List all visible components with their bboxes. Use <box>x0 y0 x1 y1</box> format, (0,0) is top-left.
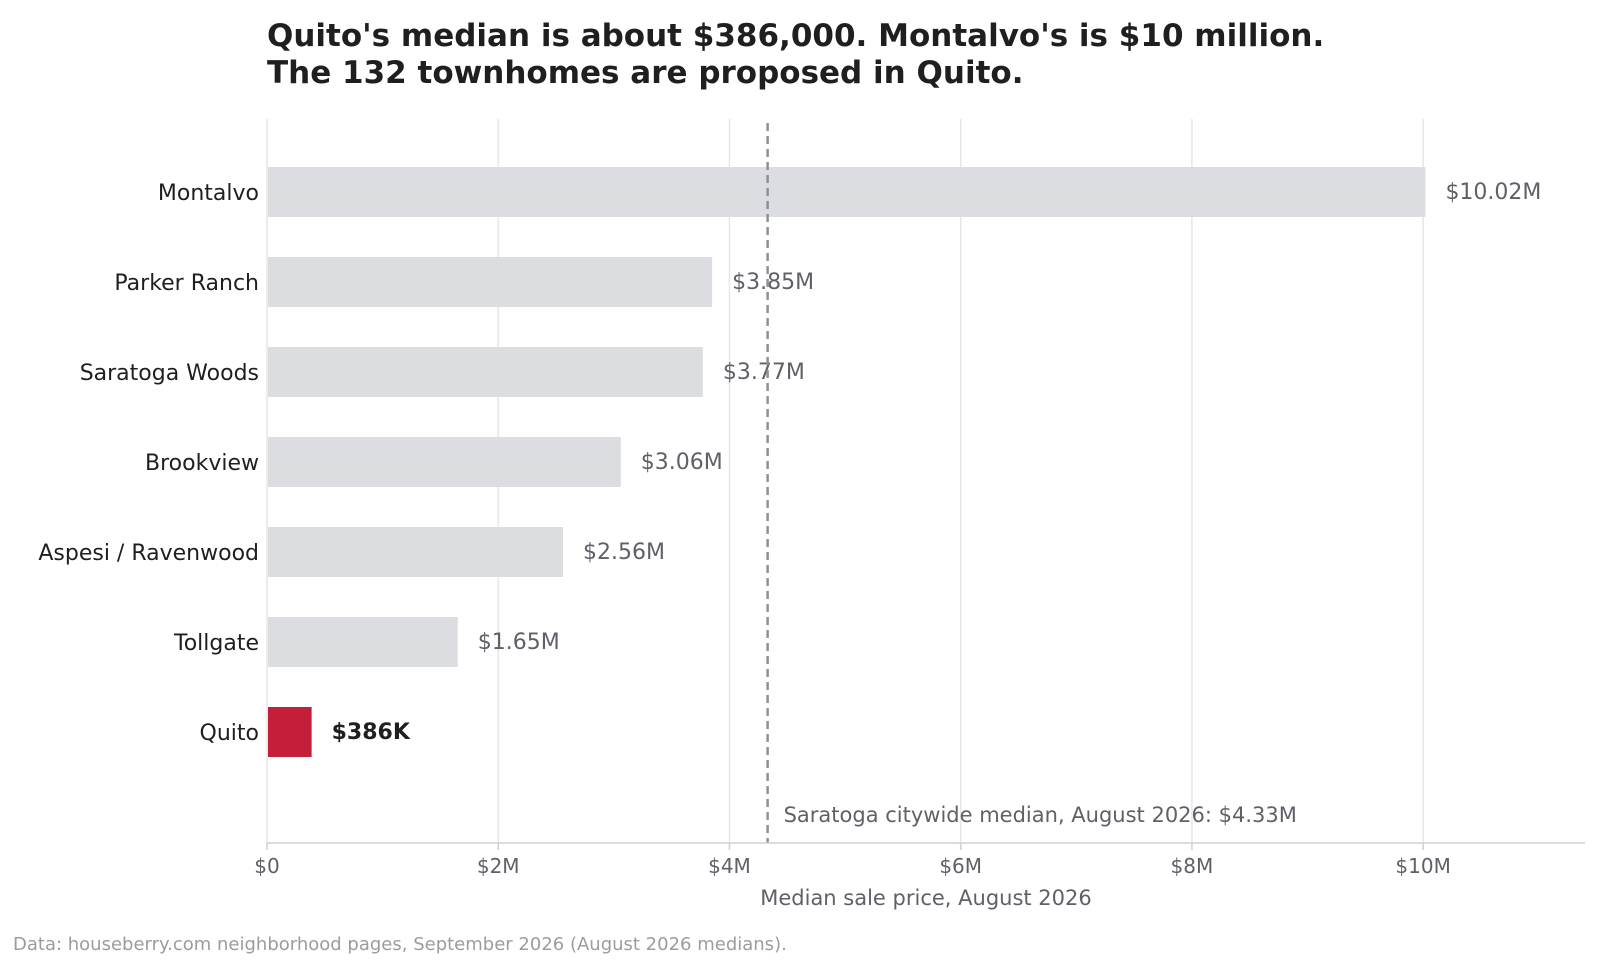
bar-aspesi-ravenwood <box>268 527 563 577</box>
x-tick-label: $2M <box>477 854 520 878</box>
value-label: $2.56M <box>583 540 665 565</box>
value-label: $10.02M <box>1445 180 1541 205</box>
chart-title-line-2: The 132 townhomes are proposed in Quito. <box>267 55 1024 91</box>
value-label: $386K <box>332 720 411 745</box>
category-label: Brookview <box>145 451 259 476</box>
source-footnote: Data: houseberry.com neighborhood pages,… <box>13 934 787 955</box>
category-label: Tollgate <box>173 631 259 656</box>
x-tick-label: $6M <box>939 854 982 878</box>
x-tick-label: $0 <box>254 854 279 878</box>
bar-parker-ranch <box>268 257 713 307</box>
chart-title-line-1: Quito's median is about $386,000. Montal… <box>267 18 1325 54</box>
category-label: Quito <box>200 721 259 746</box>
x-axis-title: Median sale price, August 2026 <box>760 886 1092 910</box>
value-label: $3.85M <box>732 270 814 295</box>
chart-title: Quito's median is about $386,000. Montal… <box>267 18 1324 92</box>
reference-line-label: Saratoga citywide median, August 2026: $… <box>784 803 1297 827</box>
bar-saratoga-woods <box>268 347 703 397</box>
category-label: Aspesi / Ravenwood <box>38 541 259 566</box>
category-label: Parker Ranch <box>114 271 259 296</box>
category-label: Montalvo <box>158 181 259 206</box>
category-label: Saratoga Woods <box>80 361 259 386</box>
bar-brookview <box>268 437 621 487</box>
x-tick-label: $10M <box>1395 854 1450 878</box>
value-label: $3.06M <box>641 450 723 475</box>
bar-montalvo <box>268 167 1426 217</box>
x-tick-label: $8M <box>1171 854 1214 878</box>
bar-tollgate <box>268 617 458 667</box>
value-label: $1.65M <box>478 630 560 655</box>
bar-quito <box>268 707 312 757</box>
x-tick-label: $4M <box>708 854 751 878</box>
value-label: $3.77M <box>723 360 805 385</box>
